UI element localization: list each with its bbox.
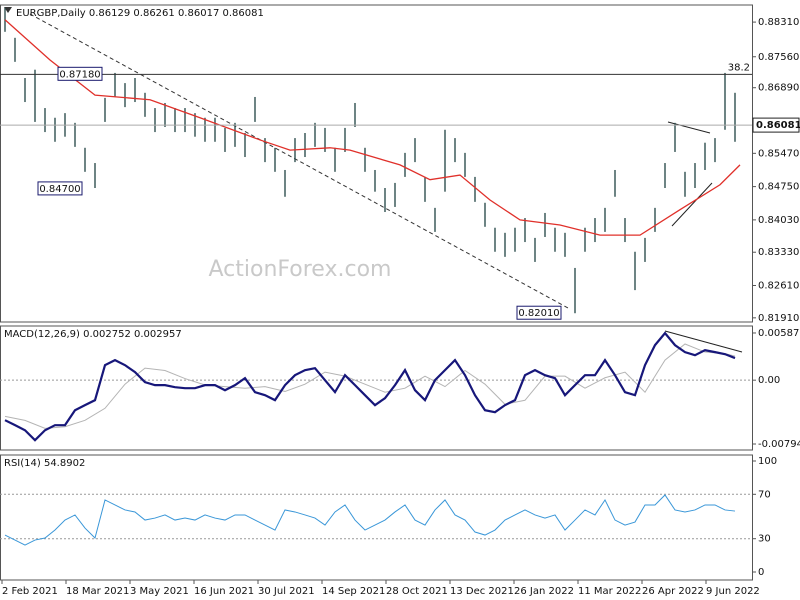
macd-trend-line (664, 330, 743, 353)
x-tick-label: 26 Jan 2022 (514, 586, 574, 597)
panel-frame (0, 454, 753, 581)
series-line (4, 19, 741, 236)
y-tick-label: 0.83330 (758, 247, 799, 258)
panel-title: MACD(12,26,9) 0.002752 0.002957 (4, 329, 182, 340)
x-tick-label: 9 Jun 2022 (706, 586, 760, 597)
x-tick-label: 2 Feb 2021 (2, 586, 58, 597)
x-tick-label: 11 Mar 2022 (578, 586, 641, 597)
triangle-lower (671, 182, 713, 227)
x-tick-label: 16 Jun 2021 (194, 586, 254, 597)
y-tick-label: 30 (758, 534, 771, 545)
panel-frame (0, 4, 753, 323)
y-tick-label: 70 (758, 489, 771, 500)
y-tick-label: 0.85470 (758, 148, 799, 159)
annotation-box (37, 181, 83, 196)
x-tick-label: 14 Sep 2021 (322, 586, 385, 597)
last-price-label: 0.86081 (756, 120, 800, 131)
panel-title: RSI(14) 54.8902 (4, 458, 85, 469)
y-tick-label: 0.005872 (758, 328, 800, 339)
annotation-label: 0.84700 (39, 184, 80, 195)
x-tick-label: 26 Apr 2022 (642, 586, 704, 597)
x-tick-label: 18 Mar 2021 (66, 586, 129, 597)
y-tick-label: -0.007945 (758, 439, 800, 450)
annotation-box (57, 66, 103, 81)
x-tick-label: 13 Dec 2021 (450, 586, 514, 597)
y-tick-label: 0.84750 (758, 182, 799, 193)
y-tick-label: 0 (758, 567, 764, 578)
series-line (4, 331, 736, 442)
annotation-box (516, 305, 562, 320)
menu-icon (4, 7, 12, 13)
y-tick-label: 0.84030 (758, 215, 799, 226)
y-tick-label: 100 (758, 456, 777, 467)
watermark: ActionForex.com (209, 257, 392, 282)
x-tick-label: 3 May 2021 (130, 586, 189, 597)
y-tick-label: 0.87560 (758, 52, 799, 63)
y-tick-label: 0.00 (758, 375, 780, 386)
y-tick-label: 0.86890 (758, 83, 799, 94)
last-price-box (752, 117, 800, 133)
annotation-tag: 38.2 (728, 62, 750, 73)
x-tick-label: 28 Oct 2021 (386, 586, 448, 597)
x-tick-label: 30 Jul 2021 (258, 586, 315, 597)
series-line (4, 343, 736, 429)
series-line (4, 494, 736, 546)
annotation-label: 0.82010 (518, 308, 559, 319)
annotation-label: 0.87180 (59, 69, 100, 80)
y-tick-label: 0.88310 (758, 17, 799, 28)
panel-frame (0, 325, 753, 451)
y-tick-label: 0.82610 (758, 280, 799, 291)
panel-title: EURGBP,Daily 0.86129 0.86261 0.86017 0.8… (16, 8, 264, 19)
y-tick-label: 0.81910 (758, 313, 799, 324)
